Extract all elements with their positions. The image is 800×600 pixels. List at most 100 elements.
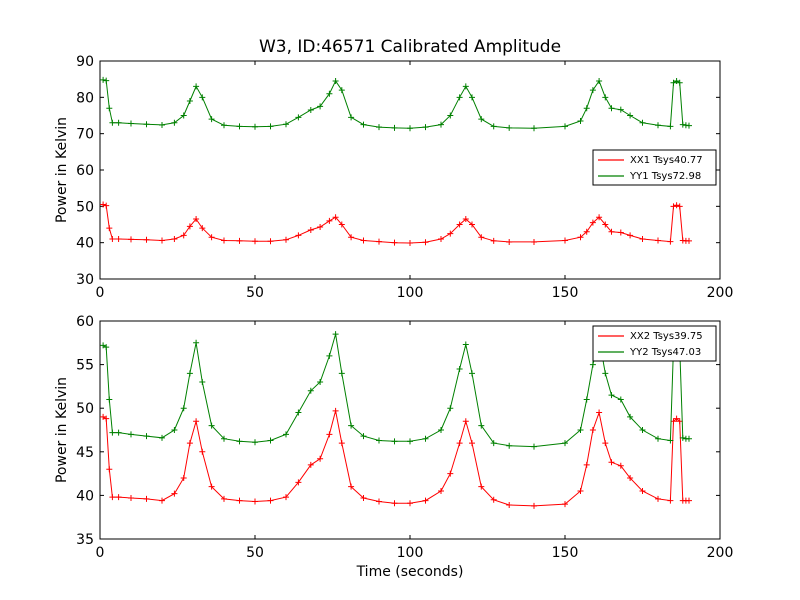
data-point-marker	[106, 466, 113, 473]
data-point-marker	[407, 125, 413, 132]
data-point-marker	[252, 123, 258, 130]
data-point-marker	[208, 483, 215, 490]
series-line-1-1	[102, 333, 689, 448]
data-point-marker	[159, 237, 165, 244]
data-point-marker	[338, 370, 345, 377]
data-point-marker	[106, 105, 113, 112]
data-point-marker	[422, 239, 429, 246]
data-point-marker	[407, 500, 413, 507]
data-point-marker	[506, 442, 513, 449]
bottom-ticks: 0 50 100 150 200 35 40 45 50 55 60	[76, 314, 733, 561]
top-legend-box	[592, 149, 717, 186]
data-point-marker	[617, 229, 624, 236]
data-point-marker	[583, 461, 590, 468]
data-point-marker	[267, 437, 274, 444]
data-point-marker	[438, 488, 444, 495]
y-tick-label: 50	[76, 199, 94, 215]
data-point-marker	[348, 483, 355, 490]
data-point-marker	[422, 124, 429, 131]
data-point-marker	[199, 379, 206, 386]
data-point-marker	[338, 221, 345, 228]
data-point-marker	[317, 103, 324, 110]
data-point-marker	[438, 236, 444, 243]
data-point-marker	[180, 405, 187, 412]
data-point-marker	[469, 94, 475, 101]
data-point-marker	[506, 238, 513, 245]
data-point-marker	[407, 438, 413, 445]
data-point-marker	[676, 203, 683, 210]
data-point-marker	[462, 216, 469, 223]
data-point-marker	[639, 427, 646, 433]
data-point-marker	[673, 77, 680, 84]
top-ticks: 0 50 100 150 200 30 40 50 60 70 80 90	[76, 54, 733, 301]
data-point-marker	[348, 114, 355, 121]
data-point-marker	[103, 344, 110, 351]
data-point-marker	[208, 234, 215, 241]
legend-xx2-label: XX2 Tsys39.75	[630, 331, 703, 342]
x-tick-label: 150	[552, 545, 579, 561]
data-point-marker	[686, 122, 692, 129]
data-point-marker	[686, 497, 692, 504]
y-tick-label: 40	[76, 236, 94, 252]
y-tick-label: 40	[76, 488, 94, 504]
data-point-marker	[639, 236, 646, 243]
data-point-marker	[252, 498, 258, 505]
data-point-marker	[295, 479, 302, 486]
data-point-marker	[128, 495, 134, 502]
y-tick-label: 60	[76, 163, 94, 179]
data-point-marker	[317, 224, 324, 231]
data-point-marker	[589, 219, 596, 226]
data-point-marker	[295, 232, 302, 239]
data-point-marker	[109, 429, 116, 436]
data-point-marker	[506, 501, 513, 508]
data-point-marker	[447, 112, 454, 119]
data-point-marker	[670, 79, 677, 86]
data-point-marker	[208, 422, 215, 429]
data-point-marker	[673, 415, 680, 422]
data-point-marker	[376, 498, 382, 505]
x-tick-label: 0	[96, 285, 105, 301]
data-point-marker	[267, 497, 274, 504]
data-point-marker	[462, 341, 469, 348]
data-point-marker	[531, 443, 537, 450]
data-point-marker	[562, 501, 568, 508]
data-point-marker	[193, 216, 200, 223]
bottom-legend: XX2 Tsys39.75 YY2 Tsys47.03	[592, 325, 717, 362]
data-point-marker	[360, 121, 367, 128]
data-point-marker	[143, 495, 150, 502]
data-point-marker	[627, 413, 634, 420]
data-point-marker	[193, 418, 200, 425]
data-point-marker	[438, 427, 444, 433]
data-point-marker	[639, 488, 646, 495]
series-line-0-1	[102, 79, 690, 129]
series-line-1-0	[102, 410, 689, 507]
data-point-marker	[267, 238, 274, 245]
data-point-marker	[186, 440, 193, 447]
data-point-marker	[562, 123, 568, 130]
data-point-marker	[462, 83, 469, 90]
data-point-marker	[422, 497, 429, 504]
y-tick-label: 35	[76, 532, 94, 548]
data-point-marker	[602, 440, 609, 447]
data-point-marker	[686, 237, 692, 244]
x-axis-label: Time (seconds)	[356, 564, 464, 580]
bottom-y-axis-label: Power in Kelvin	[54, 377, 70, 483]
data-point-marker	[608, 459, 615, 466]
data-point-marker	[115, 236, 122, 243]
data-point-marker	[128, 431, 134, 438]
data-point-marker	[608, 105, 615, 112]
y-tick-label: 60	[76, 314, 94, 330]
data-point-marker	[583, 105, 590, 112]
data-point-marker	[115, 119, 122, 126]
data-point-marker	[602, 94, 609, 101]
data-point-marker	[171, 236, 178, 243]
data-point-marker	[673, 202, 680, 209]
data-point-marker	[199, 225, 206, 232]
data-point-marker	[171, 119, 178, 126]
data-point-marker	[221, 495, 227, 502]
data-point-marker	[627, 112, 634, 119]
data-point-marker	[490, 496, 497, 503]
data-point-marker	[283, 431, 289, 438]
data-point-marker	[676, 79, 683, 86]
